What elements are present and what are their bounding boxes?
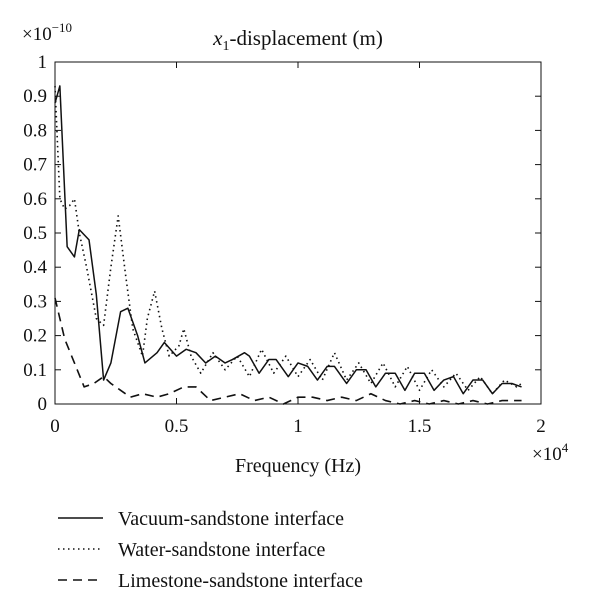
- plot-frame: [54, 61, 542, 405]
- y-tick-label: 0.2: [23, 326, 47, 347]
- series-line-solid: [54, 85, 522, 395]
- y-tick-label: 0: [38, 394, 48, 415]
- y-axis-multiplier: ×10−10: [22, 20, 72, 45]
- y-tick-label: 0.4: [23, 257, 47, 278]
- x-axis-multiplier: ×104: [532, 440, 569, 465]
- x-tick-label: 0.5: [165, 416, 189, 437]
- y-tick-label: 0.8: [23, 120, 47, 141]
- y-tick-label: 0.3: [23, 291, 47, 312]
- y-tick-label: 0.5: [23, 223, 47, 244]
- chart-title: x1-displacement (m): [212, 26, 383, 54]
- x-tick-label: 0: [50, 416, 60, 437]
- series-layer: [54, 85, 523, 405]
- y-tick-label: 0.7: [23, 155, 47, 176]
- series-line-dotted: [54, 85, 523, 395]
- y-tick-label: 1: [38, 52, 48, 73]
- y-tick-label: 0.9: [23, 86, 47, 107]
- y-tick-label: 0.1: [23, 360, 47, 381]
- axis-ticks: 0 0.1 0.2 0.3 0.4 0.5 0.6 0.7 0.8 0.9 1 0 0.5 1 1.5 2: [23, 52, 546, 437]
- y-tick-label: 0.6: [23, 189, 47, 210]
- x-axis-label: Frequency (Hz): [235, 455, 361, 477]
- x-tick-label: 1.5: [408, 416, 432, 437]
- legend-label-vacuum: Vacuum-sandstone interface: [118, 508, 344, 530]
- x-tick-label: 1: [293, 416, 303, 437]
- legend-label-limestone: Limestone-sandstone interface: [118, 570, 363, 592]
- legend-label-water: Water-sandstone interface: [118, 539, 325, 561]
- x-tick-label: 2: [536, 416, 546, 437]
- series-line-dashed: [54, 297, 522, 405]
- legend: Vacuum-sandstone interface Water-sandsto…: [58, 508, 363, 592]
